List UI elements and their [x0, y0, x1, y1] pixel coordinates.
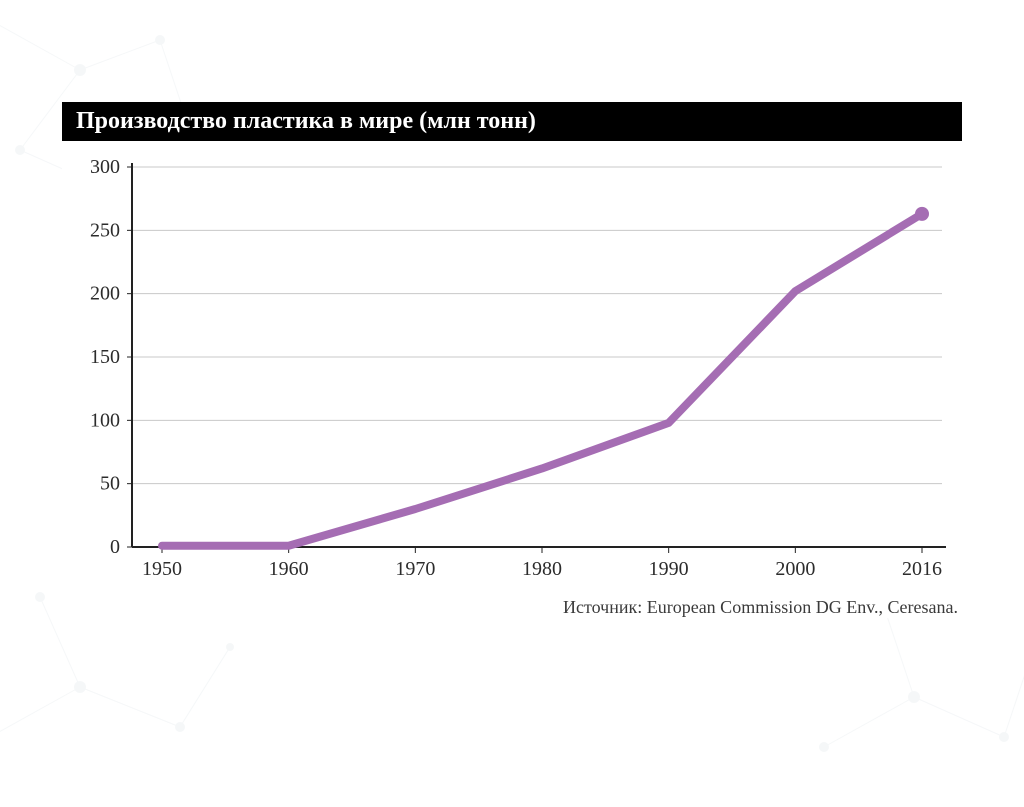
line-chart-svg: 0 50 100 150 200 250 300 1950 1960 1970 1980 1990 20…: [62, 147, 962, 587]
x-tick-label: 1960: [269, 558, 309, 580]
x-tick-label: 2016: [902, 558, 942, 580]
y-tick-label: 300: [90, 156, 120, 178]
y-tick-label: 200: [90, 283, 120, 305]
x-tick-label: 1980: [522, 558, 562, 580]
data-line: [162, 214, 922, 546]
x-tick-label: 2000: [775, 558, 815, 580]
x-tick-label: 1990: [649, 558, 689, 580]
y-tick-label: 150: [90, 346, 120, 368]
chart-title: Производство пластика в мире (млн тонн): [62, 102, 962, 141]
x-tick-label: 1970: [395, 558, 435, 580]
y-tick-label: 250: [90, 219, 120, 241]
y-tick-label: 0: [110, 536, 120, 558]
data-end-marker: [915, 207, 929, 221]
x-tick-label: 1950: [142, 558, 182, 580]
y-tick-label: 100: [90, 409, 120, 431]
chart-source: Источник: European Commission DG Env., C…: [62, 597, 962, 618]
chart-plot: 0 50 100 150 200 250 300 1950 1960 1970 1980 1990 20…: [62, 147, 962, 587]
y-tick-label: 50: [100, 473, 120, 495]
chart-card: Производство пластика в мире (млн тонн) …: [62, 102, 962, 618]
